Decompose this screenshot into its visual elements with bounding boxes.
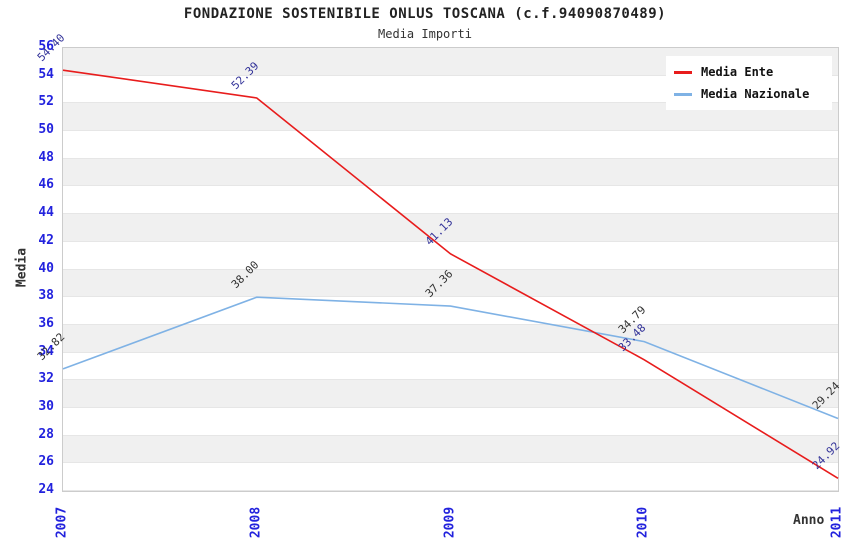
y-tick-label: 46 — [38, 177, 54, 193]
y-tick-label: 42 — [38, 232, 54, 248]
grid-band — [63, 214, 838, 242]
y-tick-label: 44 — [38, 205, 54, 221]
grid-band — [63, 407, 838, 436]
grid-band — [63, 269, 838, 298]
legend-line-swatch — [674, 92, 692, 96]
chart-subtitle: Media Importi — [378, 27, 472, 41]
y-tick-label: 36 — [38, 315, 54, 331]
grid-band — [63, 435, 838, 464]
y-tick-label: 38 — [38, 288, 54, 304]
series-line-media-ente — [62, 69, 839, 479]
chart-title: FONDAZIONE SOSTENIBILE ONLUS TOSCANA (c.… — [183, 6, 667, 22]
grid-band — [63, 380, 838, 408]
y-tick-label: 48 — [38, 149, 54, 165]
y-tick-label: 28 — [38, 426, 54, 442]
y-tick-label: 52 — [38, 94, 54, 110]
x-tick-label: 2009 — [442, 506, 457, 539]
plot-area — [62, 47, 839, 492]
y-tick-label: 30 — [38, 398, 54, 414]
y-tick-label: 54 — [38, 66, 54, 82]
x-axis-title: Anno — [793, 513, 825, 528]
legend-label: Media Ente — [701, 65, 774, 79]
y-tick-label: 32 — [38, 371, 54, 387]
x-tick-label: 2007 — [54, 506, 70, 539]
x-tick-label: 2008 — [248, 506, 264, 539]
legend: Media Ente Media Nazionale — [666, 56, 832, 110]
legend-line-swatch — [674, 70, 692, 74]
y-tick-label: 56 — [38, 39, 54, 54]
y-tick-label: 34 — [38, 343, 54, 359]
legend-item-media-nazionale: Media Nazionale — [674, 83, 824, 105]
grid-band — [63, 186, 838, 215]
grid-band — [63, 463, 838, 491]
series-line-media-nazionale — [62, 296, 839, 420]
legend-label: Media Nazionale — [701, 87, 810, 101]
y-axis-title: Media — [14, 247, 30, 288]
y-tick-label: 24 — [38, 482, 54, 497]
grid-band — [63, 158, 838, 187]
legend-item-media-ente: Media Ente — [674, 61, 824, 83]
y-tick-label: 40 — [38, 260, 54, 276]
grid-band — [63, 131, 838, 159]
grid-band — [63, 324, 838, 353]
x-tick-label: 2010 — [635, 506, 651, 539]
y-tick-label: 26 — [38, 454, 54, 470]
x-tick-label: 2011 — [829, 506, 845, 539]
y-tick-label: 50 — [38, 122, 54, 138]
grid-band — [63, 241, 838, 270]
